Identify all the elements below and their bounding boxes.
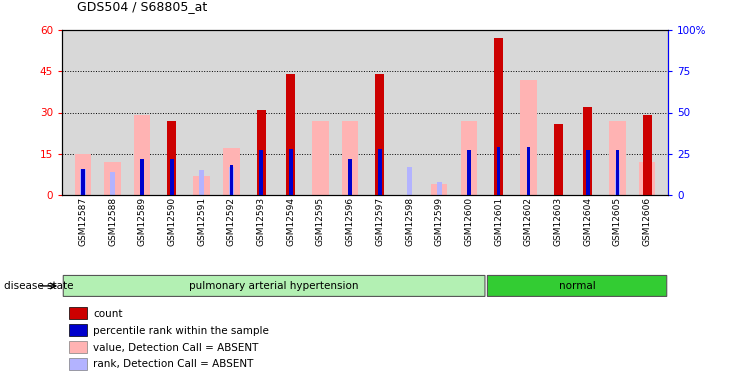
Bar: [526, 147, 530, 195]
Bar: [223, 148, 239, 195]
Bar: [348, 159, 352, 195]
Text: GSM12595: GSM12595: [316, 196, 325, 246]
Text: GSM12596: GSM12596: [345, 196, 355, 246]
FancyBboxPatch shape: [488, 276, 666, 296]
Text: GSM12588: GSM12588: [108, 196, 117, 246]
Bar: [80, 169, 85, 195]
Bar: [494, 38, 503, 195]
Bar: [312, 121, 328, 195]
Text: GSM12597: GSM12597: [375, 196, 385, 246]
Text: GSM12599: GSM12599: [435, 196, 444, 246]
Bar: [431, 184, 447, 195]
Text: normal: normal: [558, 281, 596, 291]
Text: GSM12590: GSM12590: [167, 196, 177, 246]
Bar: [193, 176, 210, 195]
FancyBboxPatch shape: [69, 341, 87, 353]
Text: GSM12593: GSM12593: [256, 196, 266, 246]
Bar: [134, 115, 150, 195]
FancyBboxPatch shape: [69, 307, 87, 319]
Text: disease state: disease state: [4, 281, 73, 291]
Bar: [228, 167, 234, 195]
Bar: [586, 150, 590, 195]
Bar: [199, 170, 204, 195]
Text: GSM12604: GSM12604: [583, 196, 592, 246]
Text: GSM12603: GSM12603: [553, 196, 563, 246]
Text: value, Detection Call = ABSENT: value, Detection Call = ABSENT: [93, 343, 259, 352]
Text: GSM12601: GSM12601: [494, 196, 503, 246]
Bar: [407, 167, 412, 195]
Text: GSM12587: GSM12587: [78, 196, 88, 246]
Bar: [342, 121, 358, 195]
Bar: [583, 107, 592, 195]
Bar: [169, 170, 174, 195]
Bar: [256, 110, 266, 195]
Text: rank, Detection Call = ABSENT: rank, Detection Call = ABSENT: [93, 360, 254, 369]
FancyBboxPatch shape: [69, 358, 87, 370]
Bar: [437, 182, 442, 195]
Text: GSM12606: GSM12606: [642, 196, 652, 246]
Text: GSM12592: GSM12592: [227, 196, 236, 246]
Bar: [615, 150, 619, 195]
FancyBboxPatch shape: [69, 324, 87, 336]
Bar: [497, 147, 501, 195]
Bar: [378, 149, 382, 195]
Bar: [642, 115, 652, 195]
Text: GSM12602: GSM12602: [524, 196, 533, 246]
Bar: [553, 123, 563, 195]
Bar: [639, 162, 656, 195]
Bar: [461, 121, 477, 195]
Text: GSM12605: GSM12605: [613, 196, 622, 246]
Text: GSM12591: GSM12591: [197, 196, 206, 246]
Bar: [610, 121, 626, 195]
Bar: [167, 121, 177, 195]
Bar: [286, 74, 295, 195]
Text: GDS504 / S68805_at: GDS504 / S68805_at: [77, 0, 207, 13]
Text: count: count: [93, 309, 123, 319]
Bar: [615, 170, 620, 195]
Bar: [229, 165, 233, 195]
FancyBboxPatch shape: [64, 276, 485, 296]
Bar: [289, 149, 293, 195]
Bar: [375, 74, 384, 195]
Bar: [74, 154, 91, 195]
Bar: [520, 80, 537, 195]
Bar: [81, 169, 85, 195]
Bar: [104, 162, 120, 195]
Bar: [259, 150, 263, 195]
Bar: [140, 159, 144, 195]
Bar: [467, 150, 471, 195]
Text: pulmonary arterial hypertension: pulmonary arterial hypertension: [189, 281, 359, 291]
Text: GSM12589: GSM12589: [138, 196, 147, 246]
Bar: [170, 159, 174, 195]
Bar: [110, 172, 115, 195]
Text: GSM12598: GSM12598: [405, 196, 414, 246]
Text: GSM12594: GSM12594: [286, 196, 295, 246]
Text: GSM12600: GSM12600: [464, 196, 474, 246]
Text: percentile rank within the sample: percentile rank within the sample: [93, 326, 269, 336]
